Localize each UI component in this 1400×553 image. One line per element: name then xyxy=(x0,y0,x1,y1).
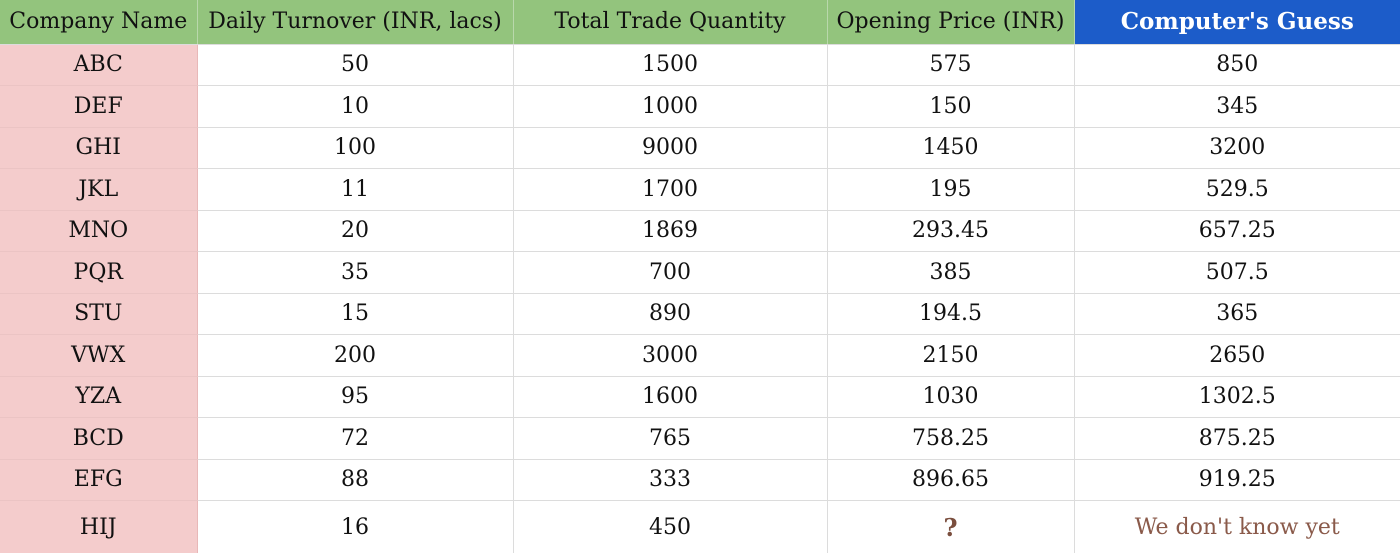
cell-opening-price[interactable]: 575 xyxy=(827,44,1075,87)
cell-daily-turnover[interactable]: 88 xyxy=(197,459,514,502)
table-row: HIJ 16 450? We don't know yet xyxy=(0,500,1400,553)
cell-opening-price[interactable]: 293.45 xyxy=(827,210,1075,253)
cell-daily-turnover[interactable]: 15 xyxy=(197,293,514,336)
cell-company-name[interactable]: PQR xyxy=(0,251,198,294)
cell-company-name[interactable]: JKL xyxy=(0,168,198,211)
cell-daily-turnover[interactable]: 20 xyxy=(197,210,514,253)
cell-daily-turnover[interactable]: 100 xyxy=(197,127,514,170)
header-opening-price[interactable]: Opening Price (INR) xyxy=(827,0,1075,45)
cell-computers-guess[interactable]: 657.25 xyxy=(1074,210,1400,253)
cell-total-trade-quantity[interactable]: 450 xyxy=(513,500,828,553)
cell-opening-price[interactable]: 1030 xyxy=(827,376,1075,419)
header-row: Company Name Daily Turnover (INR, lacs) To… xyxy=(0,0,1400,45)
cell-opening-price[interactable]: 150 xyxy=(827,85,1075,128)
table-row: ABC 50 1500 575 850 xyxy=(0,44,1400,87)
cell-total-trade-quantity[interactable]: 3000 xyxy=(513,334,828,377)
cell-daily-turnover[interactable]: 10 xyxy=(197,85,514,128)
table-row: BCD 72 765 758.25 875.25 xyxy=(0,417,1400,460)
cell-opening-price[interactable]: 1450 xyxy=(827,127,1075,170)
cell-daily-turnover[interactable]: 35 xyxy=(197,251,514,294)
table-row: PQR 35 700 385 507.5 xyxy=(0,251,1400,294)
table-row: EFG 88 333 896.65 919.25 xyxy=(0,459,1400,502)
table-row: JKL 11 1700 195 529.5 xyxy=(0,168,1400,211)
cell-daily-turnover[interactable]: 95 xyxy=(197,376,514,419)
cell-computers-guess[interactable]: 875.25 xyxy=(1074,417,1400,460)
cell-computers-guess[interactable]: 850 xyxy=(1074,44,1400,87)
cell-opening-price[interactable]: 194.5 xyxy=(827,293,1075,336)
cell-computers-guess[interactable]: 3200 xyxy=(1074,127,1400,170)
cell-daily-turnover[interactable]: 50 xyxy=(197,44,514,87)
cell-computers-guess[interactable]: 507.5 xyxy=(1074,251,1400,294)
header-company-name[interactable]: Company Name xyxy=(0,0,198,45)
header-daily-turnover[interactable]: Daily Turnover (INR, lacs) xyxy=(197,0,514,45)
cell-opening-price[interactable]: 2150 xyxy=(827,334,1075,377)
cell-opening-price[interactable]: 758.25 xyxy=(827,417,1075,460)
cell-total-trade-quantity[interactable]: 9000 xyxy=(513,127,828,170)
cell-computers-guess[interactable]: 2650 xyxy=(1074,334,1400,377)
header-computers-guess[interactable]: Computer's Guess xyxy=(1074,0,1400,45)
cell-computers-guess[interactable]: 529.5 xyxy=(1074,168,1400,211)
cell-daily-turnover[interactable]: 200 xyxy=(197,334,514,377)
cell-total-trade-quantity[interactable]: 700 xyxy=(513,251,828,294)
table-row: GHI 100 9000 1450 3200 xyxy=(0,127,1400,170)
cell-daily-turnover[interactable]: 11 xyxy=(197,168,514,211)
cell-company-name[interactable]: DEF xyxy=(0,85,198,128)
cell-total-trade-quantity[interactable]: 1869 xyxy=(513,210,828,253)
cell-computers-guess[interactable]: We don't know yet xyxy=(1134,514,1340,540)
cell-total-trade-quantity[interactable]: 765 xyxy=(513,417,828,460)
cell-company-name[interactable]: HIJ xyxy=(0,500,198,553)
cell-company-name[interactable]: STU xyxy=(0,293,198,336)
cell-opening-price[interactable]: 896.65 xyxy=(827,459,1075,502)
cell-opening-price[interactable]: 195 xyxy=(827,168,1075,211)
cell-company-name[interactable]: MNO xyxy=(0,210,198,253)
table-row: VWX 200 3000 2150 2650 xyxy=(0,334,1400,377)
cell-total-trade-quantity[interactable]: 1600 xyxy=(513,376,828,419)
cell-computers-guess[interactable]: 1302.5 xyxy=(1074,376,1400,419)
cell-opening-price[interactable]: ? xyxy=(827,500,1075,553)
cell-company-name[interactable]: ABC xyxy=(0,44,198,87)
cell-total-trade-quantity[interactable]: 1000 xyxy=(513,85,828,128)
cell-company-name[interactable]: BCD xyxy=(0,417,198,460)
cell-total-trade-quantity[interactable]: 890 xyxy=(513,293,828,336)
table-row: YZA 95 1600 1030 1302.5 xyxy=(0,376,1400,419)
table-row: DEF 10 1000 150 345 xyxy=(0,85,1400,128)
cell-computers-guess[interactable]: 345 xyxy=(1074,85,1400,128)
cell-daily-turnover[interactable]: 72 xyxy=(197,417,514,460)
cell-opening-price[interactable]: 385 xyxy=(827,251,1075,294)
cell-computers-guess[interactable]: 365 xyxy=(1074,293,1400,336)
cell-daily-turnover[interactable]: 16 xyxy=(197,500,514,553)
cell-company-name[interactable]: VWX xyxy=(0,334,198,377)
header-total-trade-quantity[interactable]: Total Trade Quantity xyxy=(513,0,828,45)
table-row: STU 15 890 194.5 365 xyxy=(0,293,1400,336)
cell-company-name[interactable]: GHI xyxy=(0,127,198,170)
cell-company-name[interactable]: EFG xyxy=(0,459,198,502)
cell-computers-guess[interactable]: 919.25 xyxy=(1074,459,1400,502)
cell-total-trade-quantity[interactable]: 333 xyxy=(513,459,828,502)
cell-total-trade-quantity[interactable]: 1700 xyxy=(513,168,828,211)
cell-company-name[interactable]: YZA xyxy=(0,376,198,419)
table-row: MNO 20 1869 293.45 657.25 xyxy=(0,210,1400,253)
cell-total-trade-quantity[interactable]: 1500 xyxy=(513,44,828,87)
